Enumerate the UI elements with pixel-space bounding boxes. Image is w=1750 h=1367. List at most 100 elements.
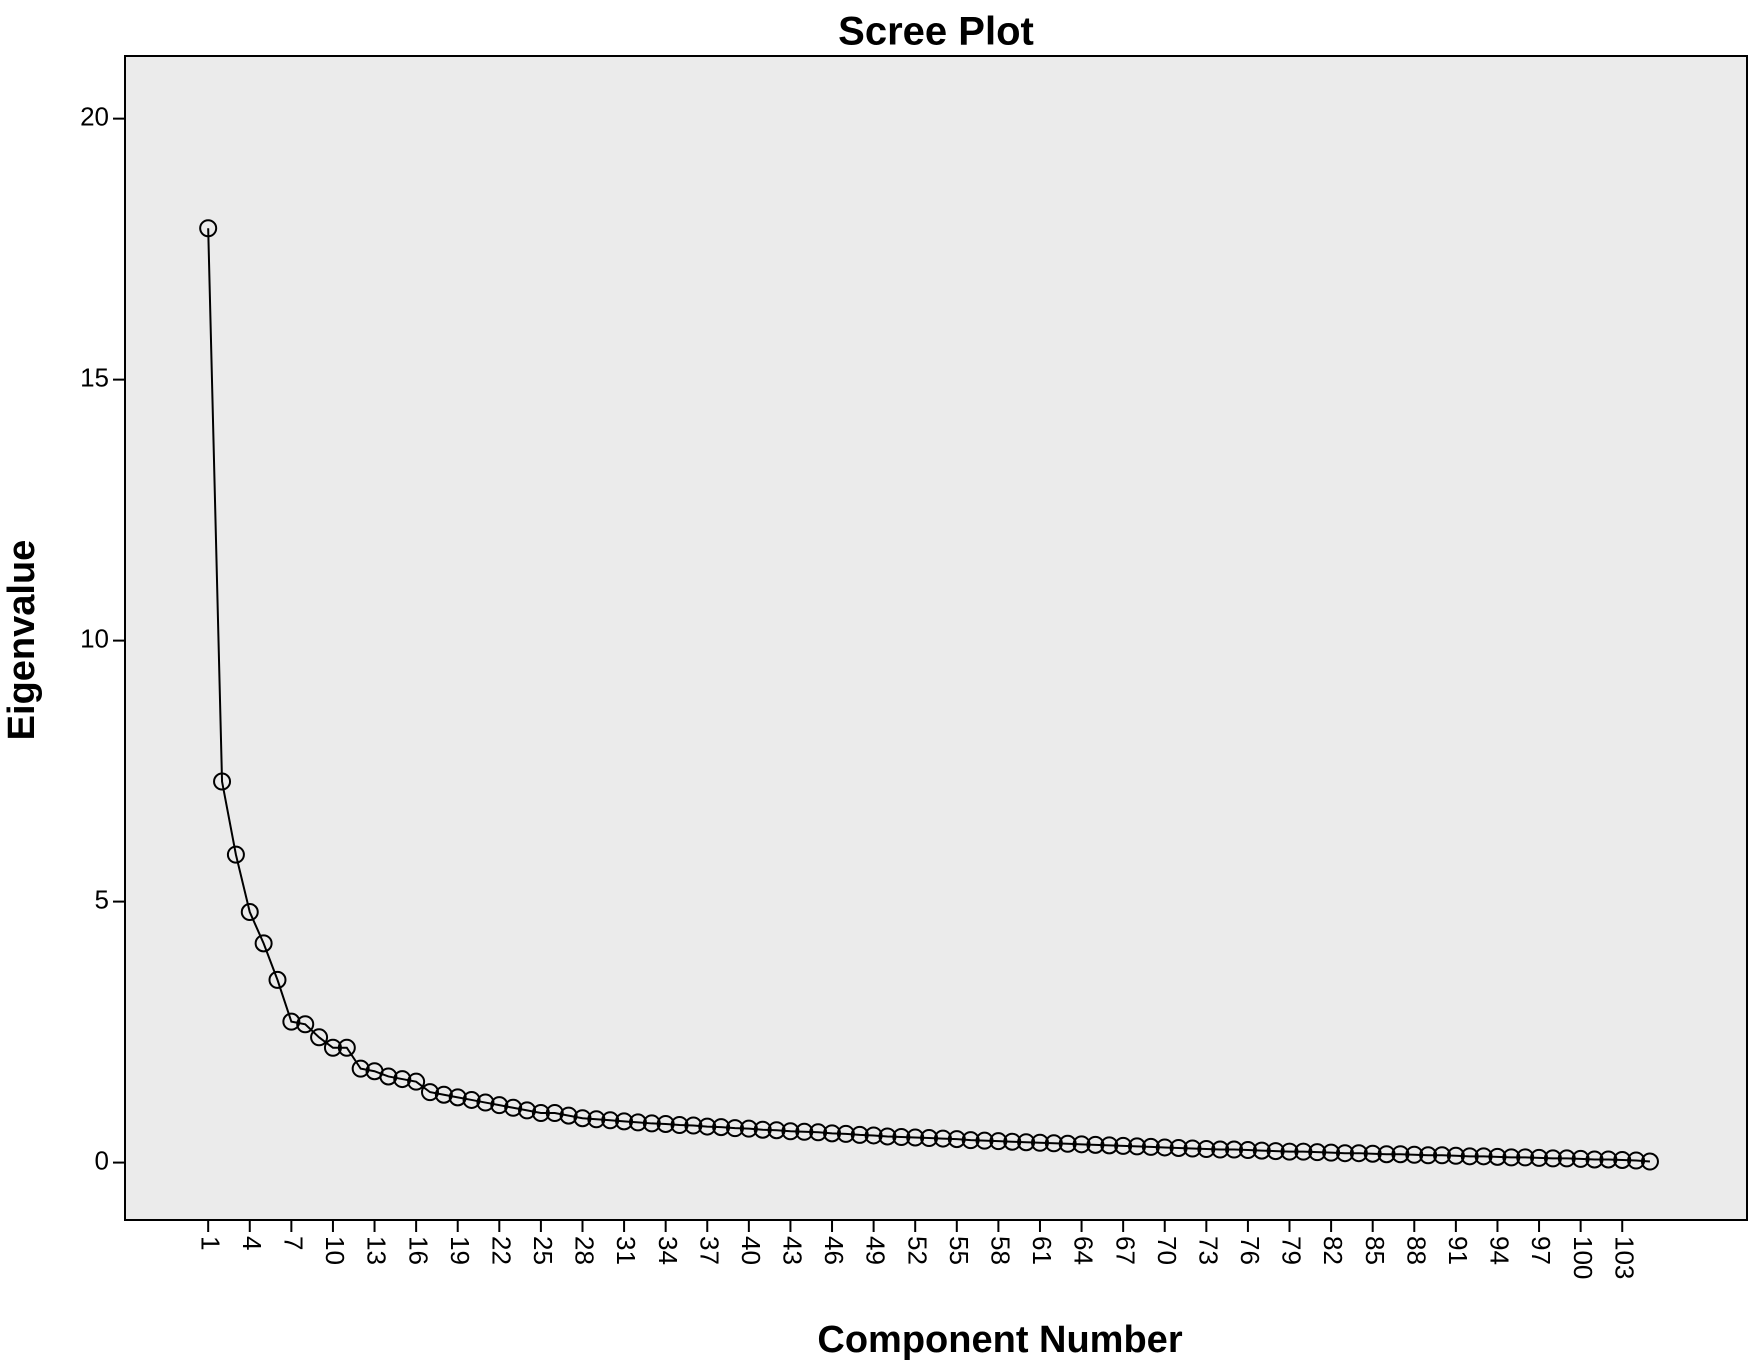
x-tick-label: 58 bbox=[986, 1236, 1016, 1265]
point bbox=[1571, 1149, 1590, 1168]
point bbox=[1516, 1148, 1535, 1167]
point bbox=[933, 1129, 952, 1148]
point bbox=[1072, 1135, 1091, 1154]
point bbox=[892, 1128, 911, 1147]
point bbox=[864, 1126, 883, 1145]
point bbox=[1640, 1152, 1659, 1171]
point bbox=[1155, 1138, 1174, 1157]
point bbox=[1030, 1133, 1049, 1152]
point bbox=[656, 1114, 675, 1133]
point bbox=[1585, 1150, 1604, 1169]
x-tick-label: 43 bbox=[778, 1236, 808, 1265]
point bbox=[282, 1012, 301, 1031]
x-tick-label: 1 bbox=[195, 1236, 225, 1250]
chart-title: Scree Plot bbox=[838, 10, 1034, 54]
point bbox=[393, 1070, 412, 1089]
point bbox=[823, 1124, 842, 1143]
x-tick-label: 37 bbox=[694, 1236, 724, 1265]
point bbox=[462, 1090, 481, 1109]
point bbox=[1183, 1139, 1202, 1158]
point bbox=[1627, 1151, 1646, 1170]
point bbox=[476, 1093, 495, 1112]
point bbox=[836, 1124, 855, 1143]
point bbox=[684, 1116, 703, 1135]
x-tick-label: 55 bbox=[944, 1236, 974, 1265]
x-tick-label: 46 bbox=[819, 1236, 849, 1265]
point bbox=[504, 1098, 523, 1117]
y-tick-label: 0 bbox=[95, 1145, 109, 1175]
y-tick-label: 15 bbox=[80, 362, 109, 392]
point bbox=[1003, 1132, 1022, 1151]
point bbox=[1543, 1149, 1562, 1168]
point bbox=[559, 1106, 578, 1125]
x-tick-label: 34 bbox=[653, 1236, 683, 1265]
point bbox=[1488, 1147, 1507, 1166]
point bbox=[739, 1119, 758, 1138]
y-tick-label: 20 bbox=[80, 102, 109, 132]
point bbox=[601, 1111, 620, 1130]
x-tick-label: 103 bbox=[1609, 1236, 1639, 1279]
point bbox=[906, 1128, 925, 1147]
point bbox=[545, 1103, 564, 1122]
point bbox=[1114, 1136, 1133, 1155]
point bbox=[1474, 1147, 1493, 1166]
x-tick-label: 52 bbox=[902, 1236, 932, 1265]
point bbox=[1141, 1137, 1160, 1156]
x-tick-label: 64 bbox=[1069, 1236, 1099, 1265]
point bbox=[1405, 1145, 1424, 1164]
point bbox=[1225, 1140, 1244, 1159]
point bbox=[268, 970, 287, 989]
point bbox=[573, 1109, 592, 1128]
point bbox=[1502, 1148, 1521, 1167]
point bbox=[642, 1114, 661, 1133]
point bbox=[947, 1130, 966, 1149]
point bbox=[878, 1127, 897, 1146]
point bbox=[961, 1131, 980, 1150]
point bbox=[670, 1116, 689, 1135]
x-tick-label: 19 bbox=[445, 1236, 475, 1265]
point bbox=[1058, 1134, 1077, 1153]
point bbox=[1446, 1146, 1465, 1165]
x-tick-label: 97 bbox=[1526, 1236, 1556, 1265]
point bbox=[199, 219, 218, 238]
point bbox=[1349, 1144, 1368, 1163]
x-tick-label: 49 bbox=[861, 1236, 891, 1265]
point bbox=[767, 1121, 786, 1140]
x-tick-label: 76 bbox=[1235, 1236, 1265, 1265]
point bbox=[989, 1132, 1008, 1151]
point bbox=[628, 1113, 647, 1132]
x-tick-label: 88 bbox=[1401, 1236, 1431, 1265]
x-tick-label: 61 bbox=[1027, 1236, 1057, 1265]
x-tick-label: 10 bbox=[320, 1236, 350, 1265]
point bbox=[213, 772, 232, 791]
y-axis-label: Eigenvalue bbox=[1, 540, 43, 741]
point bbox=[698, 1117, 717, 1136]
x-tick-label: 82 bbox=[1318, 1236, 1348, 1265]
point bbox=[615, 1112, 634, 1131]
x-tick-label: 91 bbox=[1443, 1236, 1473, 1265]
point bbox=[420, 1083, 439, 1102]
point bbox=[1100, 1136, 1119, 1155]
y-tick-label: 10 bbox=[80, 623, 109, 653]
point bbox=[296, 1015, 315, 1034]
x-tick-label: 73 bbox=[1193, 1236, 1223, 1265]
plot-area bbox=[124, 55, 1748, 1221]
point bbox=[920, 1129, 939, 1148]
point bbox=[1266, 1142, 1285, 1161]
point bbox=[753, 1120, 772, 1139]
point bbox=[1433, 1146, 1452, 1165]
point bbox=[1044, 1134, 1063, 1153]
point bbox=[379, 1067, 398, 1086]
x-tick-label: 28 bbox=[570, 1236, 600, 1265]
point bbox=[407, 1072, 426, 1091]
point bbox=[1238, 1141, 1257, 1160]
point bbox=[1363, 1144, 1382, 1163]
point bbox=[1599, 1150, 1618, 1169]
x-tick-label: 25 bbox=[528, 1236, 558, 1265]
x-tick-label: 100 bbox=[1568, 1236, 1598, 1279]
point bbox=[1308, 1143, 1327, 1162]
point bbox=[1128, 1137, 1147, 1156]
point bbox=[490, 1096, 509, 1115]
x-tick-label: 22 bbox=[486, 1236, 516, 1265]
